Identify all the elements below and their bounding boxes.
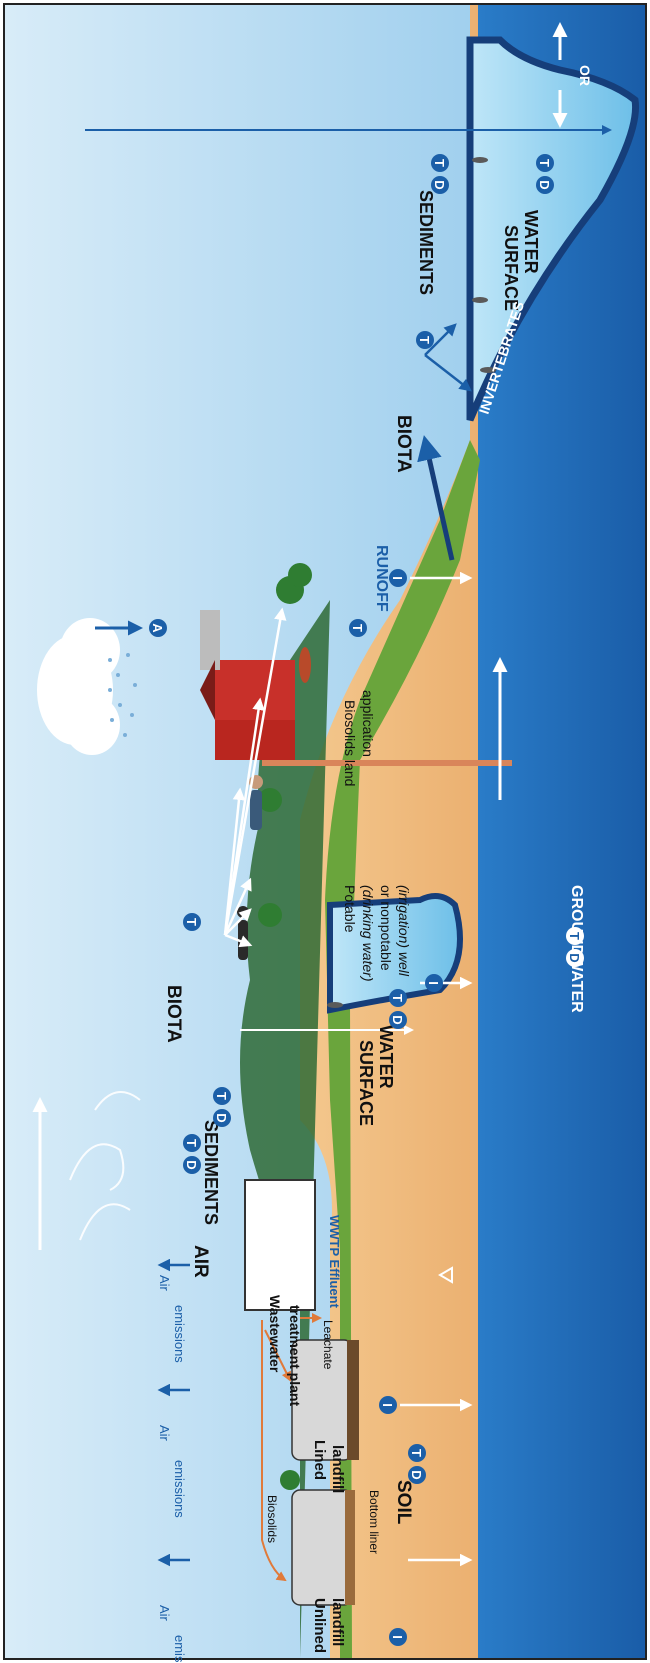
badge-soil-t: T [408,1444,426,1462]
label-well-3: or nonpotable [378,885,394,971]
lined-landfill [291,1339,359,1461]
svg-text:I: I [390,576,405,580]
rain-drops [108,653,137,737]
badge-sw-right-d: D [536,176,554,194]
badge-soil-d: D [408,1466,426,1484]
runoff-arrow [417,435,455,561]
badge-sed-left-t: T [213,1087,231,1105]
svg-text:D: D [567,953,582,962]
label-wwtp-1: Wastewater [267,1295,283,1373]
label-well-1: Potable [342,885,358,933]
svg-text:T: T [537,159,552,167]
label-unlined-landfill-2: landfill [329,1598,346,1646]
label-unlined-landfill-1: Unlined [311,1598,328,1653]
water-table-marker [438,1266,453,1284]
label-air-emissions-3b: emissions [172,1305,187,1363]
svg-text:D: D [432,180,447,189]
grass-fields [325,440,480,1658]
biota-right-arrows [424,323,472,392]
biota-left-arrows [223,607,287,948]
label-surface-water-right-2: WATER [521,210,541,274]
label-groundwater: GROUNDWATER [568,885,585,1013]
well-pipe [262,760,512,766]
svg-text:D: D [184,1160,199,1169]
label-biosolids-land-2: application [360,690,376,757]
badge-i-unlined: I [389,1628,407,1646]
badge-i-biosolids: I [389,569,407,587]
svg-text:D: D [214,1113,229,1122]
badge-sed-right-t: T [431,154,449,172]
badge-biota-left-t: T [183,913,201,931]
badge-sw-left-d: D [389,1011,407,1029]
svg-text:T: T [432,159,447,167]
fish [327,157,496,1008]
badge-gw-t: T [566,927,584,945]
label-biosolids-land-1: Biosolids land [342,700,358,786]
svg-text:T: T [390,994,405,1002]
svg-text:D: D [409,1470,424,1479]
svg-text:T: T [417,336,432,344]
badge-biosolids-t: T [349,619,367,637]
badges: D T D T T D T D T I I I I T A D T T D T … [149,154,584,1646]
trees [258,563,312,1490]
wwtp-box [244,1179,316,1311]
air-emission-arrows [157,1258,190,1567]
badge-a: A [149,619,167,637]
label-air: AIR [190,1245,211,1278]
badge-air-t: T [183,1134,201,1152]
label-lined-landfill-2: landfill [329,1445,346,1493]
label-leachate: Leachate [321,1320,335,1370]
label-bottom-liner: Bottom liner [367,1490,381,1554]
label-wwtp-effluent: WWTP Effluent [327,1215,342,1309]
label-air-emissions-1a: Air [157,1605,172,1622]
biosolids-patch [299,647,311,683]
badge-i-lined: I [379,1396,397,1414]
svg-text:T: T [214,1092,229,1100]
label-soil: SOIL [393,1480,414,1525]
svg-text:D: D [537,180,552,189]
label-surface-water-left-1: SURFACE [356,1040,376,1126]
label-biosolids: Biosolids [265,1495,279,1543]
label-biota-right: BIOTA [393,415,414,473]
badge-i-pond: I [425,974,443,992]
label-sediments-left: SEDIMENTS [201,1120,221,1225]
badge-gw-d: D [566,949,584,967]
svg-text:T: T [567,932,582,940]
label-air-emissions-2b: emissions [172,1460,187,1518]
label-lined-landfill-1: Lined [311,1440,328,1480]
svg-text:I: I [426,981,441,985]
badge-air-d: D [183,1156,201,1174]
label-air-emissions-1b: emissions [172,1635,187,1663]
label-surface-water-left-2: WATER [376,1025,396,1089]
badge-sw-right-t: T [536,154,554,172]
badge-biota-right-t: T [416,331,434,349]
label-air-emissions-2a: Air [157,1425,172,1442]
label-or: OR [577,65,593,86]
wind-swirls [69,1091,141,1241]
svg-text:T: T [184,918,199,926]
biosolids-paths [261,1313,322,1582]
label-well-4: (irrigation) well [396,885,412,977]
svg-text:I: I [390,1635,405,1639]
label-well-2: (drinking water) [360,885,376,981]
unlined-landfill [291,1489,355,1606]
svg-text:D: D [390,1015,405,1024]
label-biota-left: BIOTA [163,985,184,1043]
svg-text:T: T [184,1139,199,1147]
label-wwtp-2: treatment plant [287,1305,303,1406]
badge-sed-left-d: D [213,1109,231,1127]
svg-text:T: T [409,1449,424,1457]
label-sediments-right: SEDIMENTS [416,190,436,295]
svg-text:A: A [150,623,165,633]
svg-text:T: T [350,624,365,632]
label-runoff: RUNOFF [373,545,390,612]
badge-sed-right-d: D [431,176,449,194]
label-surface-water-right-1: SURFACE [501,225,521,311]
surface-water-right-lake [466,36,640,422]
svg-text:I: I [380,1403,395,1407]
label-air-emissions-3a: Air [157,1275,172,1292]
badge-sw-left-t: T [389,989,407,1007]
